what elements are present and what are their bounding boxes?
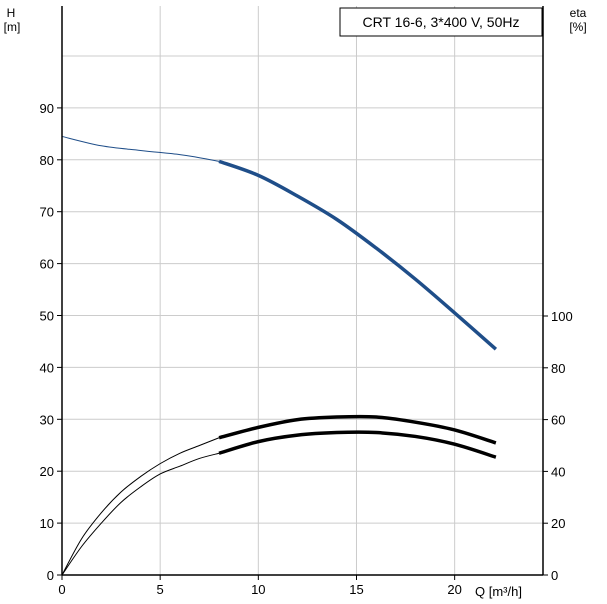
curve-1-thin-segment [61, 135, 220, 162]
curves [61, 135, 498, 576]
y-left-tick-label: 90 [40, 101, 54, 116]
y-left-label-line1: H [7, 6, 16, 20]
curve-2-thick-segment [218, 414, 497, 445]
title-box [339, 7, 543, 37]
curve-2-thin-segment [61, 437, 220, 576]
x-tick-label: 20 [447, 582, 461, 597]
curve-3-thick-segment [218, 430, 497, 459]
y-left-tick-label: 30 [40, 412, 54, 427]
y-right-tick-label: 80 [551, 361, 565, 376]
grid [61, 6, 543, 576]
y-right-label-line2: [%] [569, 20, 586, 34]
curve-1-thick-segment [218, 159, 498, 351]
y-right-tick-label: 20 [551, 516, 565, 531]
y-left-label-line2: [m] [4, 20, 21, 34]
y-right-tick-label: 40 [551, 464, 565, 479]
x-tick-label: 0 [58, 582, 65, 597]
y-left-tick-label: 70 [40, 205, 54, 220]
x-tick-label: 15 [349, 582, 363, 597]
y-left-tick-label: 50 [40, 309, 54, 324]
chart-title: CRT 16-6, 3*400 V, 50Hz [363, 14, 520, 30]
curve-3-thin-segment [61, 452, 220, 576]
y-left-tick-label: 40 [40, 360, 54, 375]
y-left-tick-label: 10 [40, 516, 54, 531]
tick-labels: 0 5 10 15 20 0 10 20 30 40 50 60 70 80 90 0 20 40 60 80 100 [40, 101, 573, 597]
x-tick-label: 5 [157, 582, 164, 597]
y-left-tick-label: 80 [40, 153, 54, 168]
x-axis-label: Q [m³/h] [475, 584, 522, 599]
y-left-tick-label: 60 [40, 257, 54, 272]
y-right-tick-label: 60 [551, 413, 565, 428]
y-left-tick-label: 0 [47, 568, 54, 583]
y-left-tick-label: 20 [40, 464, 54, 479]
y-right-tick-label: 100 [551, 309, 573, 324]
axes [61, 6, 544, 576]
x-tick-label: 10 [251, 582, 265, 597]
y-right-label-line1: eta [570, 6, 587, 20]
y-right-tick-label: 0 [551, 568, 558, 583]
